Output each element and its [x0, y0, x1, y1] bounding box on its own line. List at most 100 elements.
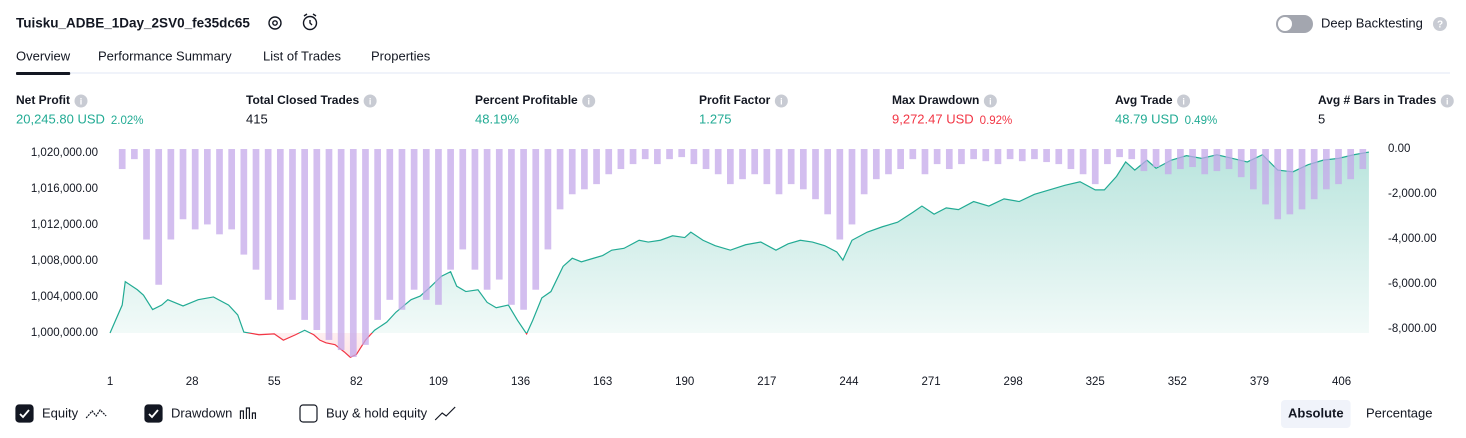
info-icon[interactable] [74, 94, 88, 108]
drawdown-bar [1006, 149, 1014, 160]
checkbox[interactable] [299, 404, 318, 423]
metric-value: 1.275 [699, 111, 732, 126]
info-icon[interactable] [1177, 94, 1191, 108]
y-tick-label: 1,008,000.00 [31, 255, 98, 267]
drawdown-bar [690, 149, 698, 165]
x-tick-label: 109 [429, 376, 448, 388]
equity-line [109, 151, 1370, 358]
x-tick-label: 244 [839, 376, 859, 388]
drawdown-bar [1335, 149, 1342, 185]
drawdown-bar [1177, 149, 1184, 170]
deep-backtesting-label: Deep Backtesting [1321, 15, 1423, 30]
legend-label[interactable]: Equity [42, 405, 79, 420]
equity-area [110, 152, 1369, 358]
drawdown-bar [204, 149, 211, 225]
drawdown-bar [872, 149, 880, 180]
drawdown-bar [921, 149, 929, 175]
metric-label: Max Drawdown [892, 93, 979, 107]
alert-icon[interactable] [302, 13, 318, 31]
drawdown-bar [1104, 149, 1111, 165]
drawdown-bar [410, 149, 418, 290]
drawdown-bar [1091, 149, 1099, 185]
drawdown-bar [313, 149, 321, 331]
drawdown-bar [1189, 149, 1196, 168]
drawdown-bar [1201, 149, 1209, 175]
drawdown-bar [994, 149, 1002, 165]
drawdown-bar [435, 149, 442, 305]
metric-label: Net Profit [16, 93, 70, 107]
checkbox[interactable] [15, 404, 34, 423]
x-tick-label: 406 [1332, 376, 1351, 388]
drawdown-bar [386, 149, 394, 300]
drawdown-bar [1152, 149, 1160, 168]
drawdown-bar [447, 149, 454, 270]
drawdown-bar [301, 149, 308, 320]
icon-shape [1433, 17, 1447, 31]
y2-tick-label: -4,000.00 [1388, 233, 1437, 245]
drawdown-bar [374, 149, 381, 320]
drawdown-bar [775, 149, 783, 195]
drawdown-bar [1310, 149, 1318, 200]
y-tick-label: 1,004,000.00 [31, 291, 98, 303]
drawdown-bar [1262, 149, 1269, 205]
info-icon[interactable] [363, 94, 377, 108]
x-tick-label: 82 [350, 376, 363, 388]
tab[interactable]: Properties [371, 48, 431, 63]
metric-value: 48.19% [475, 111, 520, 126]
info-glyph: i [780, 96, 783, 106]
drawdown-bar [885, 149, 892, 175]
legend-label[interactable]: Buy & hold equity [326, 405, 428, 420]
drawdown-bar [495, 149, 503, 280]
metric-value: 415 [246, 111, 268, 126]
drawdown-bar [264, 149, 272, 300]
drawdown-bar [945, 149, 953, 170]
info-glyph: i [1446, 96, 1449, 106]
help-icon[interactable]: ? [1433, 17, 1447, 31]
drawdown-bar [520, 149, 527, 310]
info-icon[interactable] [1440, 94, 1454, 108]
tab[interactable]: Performance Summary [98, 48, 232, 63]
scale-option[interactable]: Absolute [1288, 405, 1344, 420]
x-tick-label: 379 [1250, 376, 1269, 388]
metric-label: Total Closed Trades [246, 93, 359, 107]
drawdown-bar [1043, 149, 1050, 163]
tab[interactable]: List of Trades [263, 48, 342, 63]
drawdown-bar [289, 149, 296, 300]
drawdown-bar [508, 149, 515, 305]
checkbox[interactable] [144, 404, 163, 423]
metric-label: Avg Trade [1115, 93, 1173, 107]
scale-option[interactable]: Percentage [1366, 405, 1433, 420]
info-icon[interactable] [983, 94, 997, 108]
y2-tick-label: -2,000.00 [1388, 188, 1437, 200]
legend-icon [239, 407, 257, 419]
icon-shape [268, 16, 282, 30]
drawdown-bar [1116, 149, 1123, 158]
drawdown-bar [1128, 149, 1136, 160]
strategy-name: Tuisku_ADBE_1Day_2SV0_fe35dc65 [16, 16, 250, 31]
info-icon[interactable] [774, 94, 788, 108]
legend-icon [434, 406, 456, 421]
drawdown-bar [799, 149, 807, 190]
deep-backtesting-toggle[interactable] [1276, 15, 1313, 33]
drawdown-bar [362, 149, 369, 345]
drawdown-bar [909, 149, 917, 160]
settings-icon[interactable] [268, 16, 282, 30]
drawdown-bar [1286, 149, 1294, 215]
drawdown-bar [118, 149, 126, 170]
drawdown-bar [824, 149, 832, 215]
icon-glyph: ? [1437, 20, 1443, 31]
drawdown-bar [848, 149, 856, 225]
toggle-knob [1278, 17, 1292, 31]
y2-tick-label: -6,000.00 [1388, 278, 1437, 290]
y-tick-label: 1,016,000.00 [31, 183, 98, 195]
drawdown-bar [398, 149, 406, 310]
active-tab-underline [16, 72, 71, 75]
drawdown-bar [191, 149, 199, 230]
tab[interactable]: Overview [16, 48, 71, 63]
legend-label[interactable]: Drawdown [171, 405, 232, 420]
info-icon[interactable] [582, 94, 596, 108]
drawdown-bar [1164, 149, 1172, 175]
x-tick-label: 136 [511, 376, 530, 388]
drawdown-bar [787, 149, 795, 185]
drawdown-bar [1347, 149, 1355, 180]
